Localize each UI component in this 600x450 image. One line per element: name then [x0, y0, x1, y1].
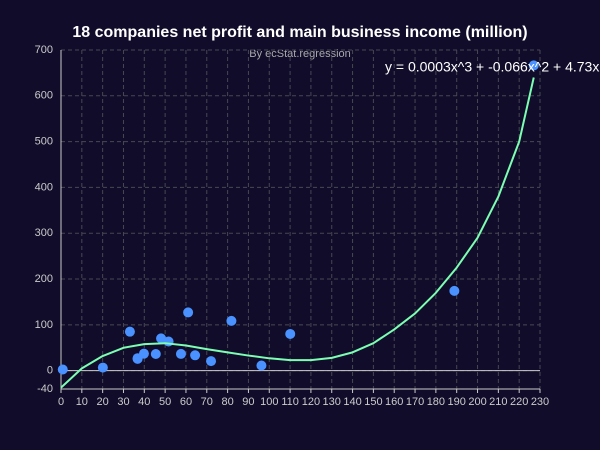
x-tick-label: 190 [448, 396, 466, 408]
x-tick-label: 170 [406, 396, 424, 408]
point [206, 356, 217, 367]
x-tick-label: 110 [281, 396, 299, 408]
x-tick-label: 200 [468, 396, 486, 408]
x-tick-label: 220 [510, 396, 528, 408]
point [256, 360, 267, 371]
x-tick-label: 180 [427, 396, 445, 408]
point [132, 353, 143, 364]
y-tick-label: -40 [37, 383, 53, 395]
point [183, 307, 194, 318]
point [190, 350, 201, 361]
y-tick-label: 700 [35, 44, 53, 56]
y-tick-label: 400 [35, 181, 53, 193]
point [449, 285, 460, 296]
x-tick-label: 10 [76, 396, 88, 408]
point [528, 60, 539, 71]
x-tick-label: 0 [58, 396, 64, 408]
point [163, 336, 174, 347]
x-tick-label: 30 [117, 396, 129, 408]
x-tick-label: 50 [159, 396, 171, 408]
x-tick-label: 90 [242, 396, 254, 408]
x-tick-label: 60 [180, 396, 192, 408]
y-tick-label: 0 [47, 365, 53, 377]
chart-subtitle: By ecStat.regression [249, 48, 351, 60]
chart-title: 18 companies net profit and main busines… [72, 24, 527, 41]
x-tick-label: 20 [97, 396, 109, 408]
point [124, 326, 135, 337]
regression-line [60, 77, 535, 389]
point [57, 364, 68, 375]
y-tick-label: 300 [35, 227, 53, 239]
x-tick-label: 150 [364, 396, 382, 408]
point [156, 333, 167, 344]
x-tick-label: 140 [343, 396, 361, 408]
x-tick-label: 100 [260, 396, 278, 408]
x-tick-label: 80 [221, 396, 233, 408]
y-tick-label: 200 [35, 273, 53, 285]
point [285, 328, 296, 339]
x-tick-label: 120 [302, 396, 320, 408]
y-tick-label: 600 [35, 90, 53, 102]
point [97, 362, 108, 373]
x-tick-label: 70 [201, 396, 213, 408]
x-tick-label: 40 [138, 396, 150, 408]
x-tick-label: 230 [531, 396, 549, 408]
equation-label: y = 0.0003x^3 + -0.066x^2 + 4.73x - [385, 59, 600, 75]
point [226, 315, 237, 326]
x-tick-label: 160 [385, 396, 403, 408]
point [150, 349, 161, 360]
y-tick-label: 500 [35, 136, 53, 148]
point [175, 348, 186, 359]
x-tick-label: 210 [489, 396, 507, 408]
y-tick-label: 100 [35, 319, 53, 331]
x-tick-label: 130 [323, 396, 341, 408]
